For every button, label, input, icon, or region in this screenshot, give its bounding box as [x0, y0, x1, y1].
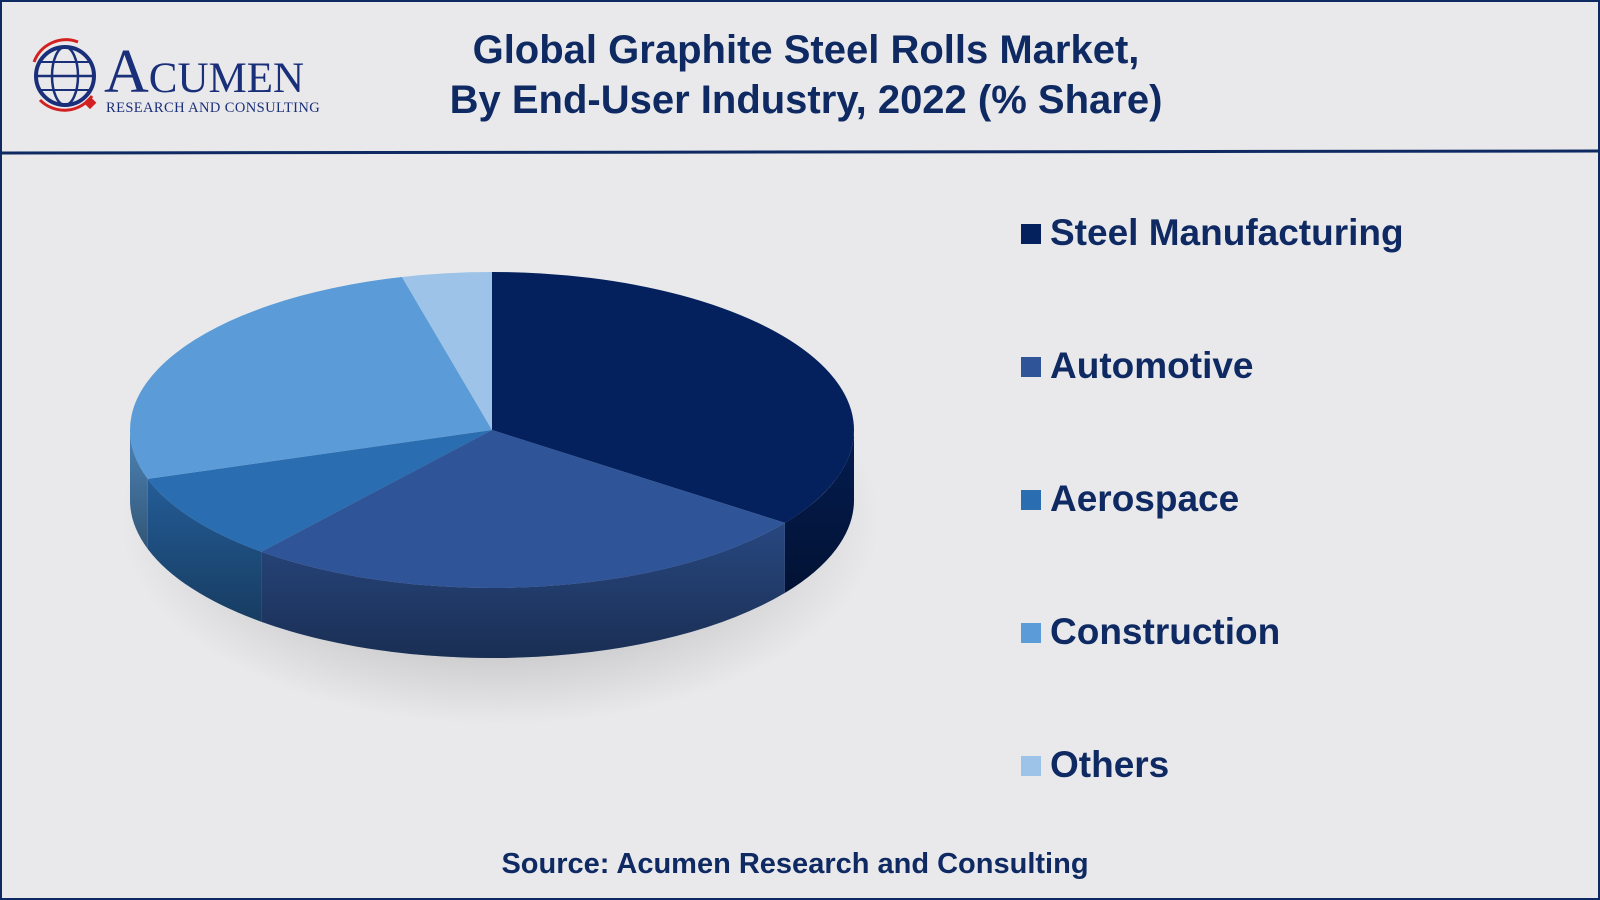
slice-side-shade [261, 522, 785, 658]
slice-side-shade [784, 430, 855, 593]
slice-top [261, 430, 785, 588]
legend-label: Automotive [1050, 345, 1254, 386]
source: Source: Acumen Research and Consulting [501, 848, 1088, 880]
slice [492, 272, 855, 593]
slice [261, 430, 785, 658]
legend-label: Construction [1050, 611, 1280, 652]
pie [130, 272, 855, 658]
slice [401, 272, 492, 430]
legend-swatch [1021, 623, 1041, 643]
logo-tagline: RESEARCH AND CONSULTING [106, 100, 320, 116]
legend-swatch [1021, 224, 1041, 244]
legend-label: Steel Manufacturing [1050, 212, 1404, 253]
legend-label: Aerospace [1050, 478, 1239, 519]
slice [130, 276, 493, 549]
slice-top [401, 272, 492, 430]
slice-side-shade [130, 430, 148, 549]
header-rule [0, 149, 1600, 155]
slice-top [492, 272, 854, 523]
legend: Steel Manufacturing Automotive Aerospace Co… [1021, 212, 1404, 785]
chart-title: Global Graphite Steel Rolls Market, [473, 28, 1140, 72]
legend-swatch [1021, 357, 1041, 377]
chart-title: By End-User Industry, 2022 (% Share) [450, 78, 1163, 122]
legend-swatch [1021, 490, 1041, 510]
slice-top [130, 276, 493, 479]
legend-label: Others [1050, 744, 1169, 785]
legend-swatch [1021, 756, 1041, 776]
slice-side-shade [147, 478, 262, 622]
logo-swoosh [32, 38, 79, 63]
logo-name: Acumen [104, 38, 304, 106]
slice-top [147, 430, 493, 552]
logo: Acumen RESEARCH AND CONSULTING [32, 38, 320, 116]
slice [147, 430, 493, 622]
